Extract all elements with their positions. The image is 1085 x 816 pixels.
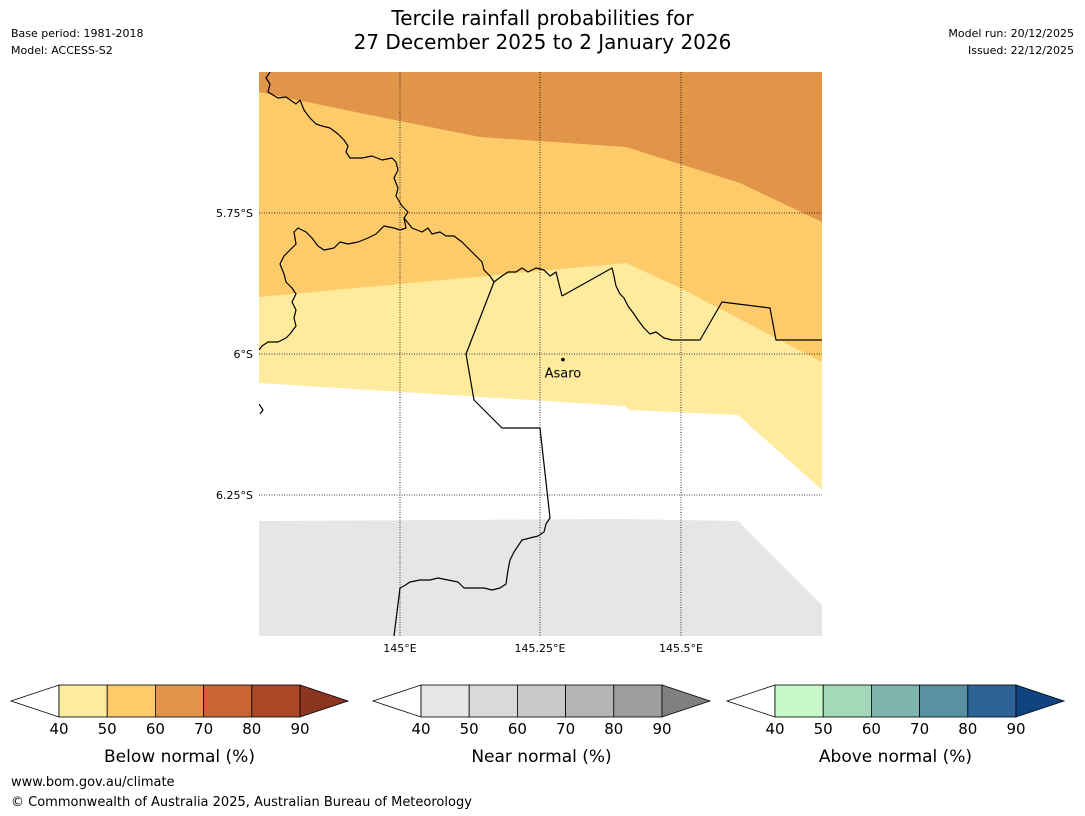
legend-near-label: Near normal (%) [471,747,611,767]
legend-below-swatch [106,684,156,718]
legend-below-tick: 90 [290,720,309,738]
title-line-1: Tercile rainfall probabilities for [391,6,694,30]
lon-label-145-5: 145.5°E [659,642,703,655]
model-run-text: Model run: 20/12/2025 [948,27,1074,40]
legend-below-tick: 80 [242,720,261,738]
legend-near-swatch [468,684,518,718]
legend-below-normal: 40 50 60 70 80 90 Below normal (%) [9,684,350,767]
legend-above-swatch [919,684,969,718]
legend-above-tick: 50 [814,720,833,738]
legend-near-low-arrow [371,684,422,718]
legend-above-low-arrow [725,684,776,718]
lat-label-5-75: 5.75°S [216,207,253,220]
asaro-label: Asaro [545,367,582,382]
province-border-north [259,72,409,351]
legend-below-tick: 60 [146,720,165,738]
province-border-west [403,217,563,297]
footer-copyright: © Commonwealth of Australia 2025, Austra… [11,795,472,810]
graticule [259,72,822,636]
legend-near-swatch [565,684,615,718]
legend-below-swatch [58,684,108,718]
legend-near-high-arrow [661,684,712,718]
legend-above-swatch [967,684,1017,718]
legend-below-swatch [203,684,253,718]
legend-near-tick: 60 [508,720,527,738]
footer-url: www.bom.gov.au/climate [11,775,175,790]
base-period-text: Base period: 1981-2018 [11,27,144,40]
province-border-south-west [259,403,264,415]
legend-above-high-arrow [1015,684,1066,718]
lon-label-145-25: 145.25°E [515,642,566,655]
legend-below-swatch [251,684,301,718]
lon-label-145: 145°E [383,642,416,655]
province-border-east [561,267,822,341]
province-borders [259,72,822,636]
legend-below-label: Below normal (%) [104,747,255,767]
legend-below-low-arrow [9,684,60,718]
legend-above-swatch [774,684,824,718]
legend-below-tick: 70 [194,720,213,738]
legend-above-tick: 40 [765,720,784,738]
axis-labels: 5.75°S 6°S 6.25°S 145°E 145.25°E 145.5°E [216,207,703,655]
legend-near-tick: 40 [411,720,430,738]
legend-near-swatch [517,684,567,718]
legend-near-swatch [420,684,470,718]
lat-label-6-25: 6.25°S [216,489,253,502]
legend-above-tick: 80 [958,720,977,738]
legend-above-swatch [871,684,921,718]
legend-near-swatch [613,684,663,718]
asaro-marker [561,357,565,362]
legend-below-tick: 40 [49,720,68,738]
province-border-central [393,281,551,636]
page-title: Tercile rainfall probabilities for 27 De… [0,6,1085,54]
legend-near-tick: 80 [604,720,623,738]
legend-near-normal: 40 50 60 70 80 90 Near normal (%) [371,684,712,767]
legend-above-normal: 40 50 60 70 80 90 Above normal (%) [725,684,1066,767]
issued-text: Issued: 22/12/2025 [967,44,1074,57]
legend-above-tick: 60 [862,720,881,738]
lat-label-6: 6°S [234,348,253,361]
model-text: Model: ACCESS-S2 [11,44,113,57]
legend-above-label: Above normal (%) [819,747,972,767]
legend-above-tick: 90 [1006,720,1025,738]
map-panel: Asaro [259,72,822,636]
legends: 40 50 60 70 80 90 Below normal (%) 40 50 60 70 80 90… [9,684,1066,767]
legend-above-swatch [822,684,872,718]
legend-near-tick: 70 [556,720,575,738]
legend-below-high-arrow [299,684,350,718]
legend-below-swatch [154,684,204,718]
legend-below-tick: 50 [98,720,117,738]
title-line-2: 27 December 2025 to 2 January 2026 [353,30,732,54]
legend-near-tick: 50 [460,720,479,738]
legend-above-tick: 70 [910,720,929,738]
legend-near-tick: 90 [652,720,671,738]
region-near-normal-40 [259,519,822,636]
